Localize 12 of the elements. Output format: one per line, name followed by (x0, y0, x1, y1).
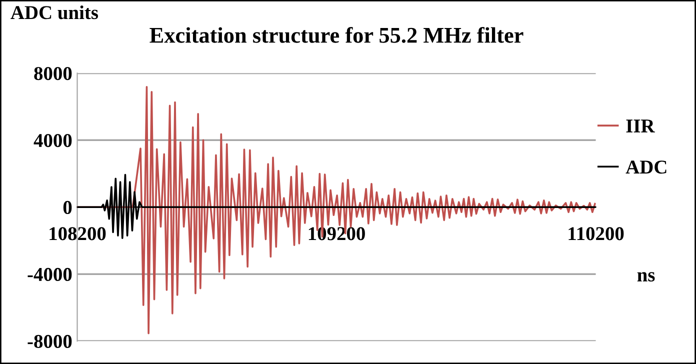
legend-label: ADC (626, 160, 666, 174)
y-tick-label: 8000 (34, 66, 72, 80)
y-tick-label: -4000 (28, 268, 72, 282)
legend-label: IIR (626, 120, 655, 132)
y-tick-label: 4000 (34, 134, 72, 148)
x-tick-label: 108200 (50, 227, 106, 240)
y-axis-title: ADC units (10, 5, 98, 20)
y-tick-label: -8000 (28, 334, 72, 348)
chart-title: Excitation structure for 55.2 MHz filter (150, 26, 524, 43)
x-tick-label: 110200 (568, 227, 624, 240)
x-axis-title: ns (637, 272, 655, 282)
y-tick-label: 0 (63, 200, 72, 214)
